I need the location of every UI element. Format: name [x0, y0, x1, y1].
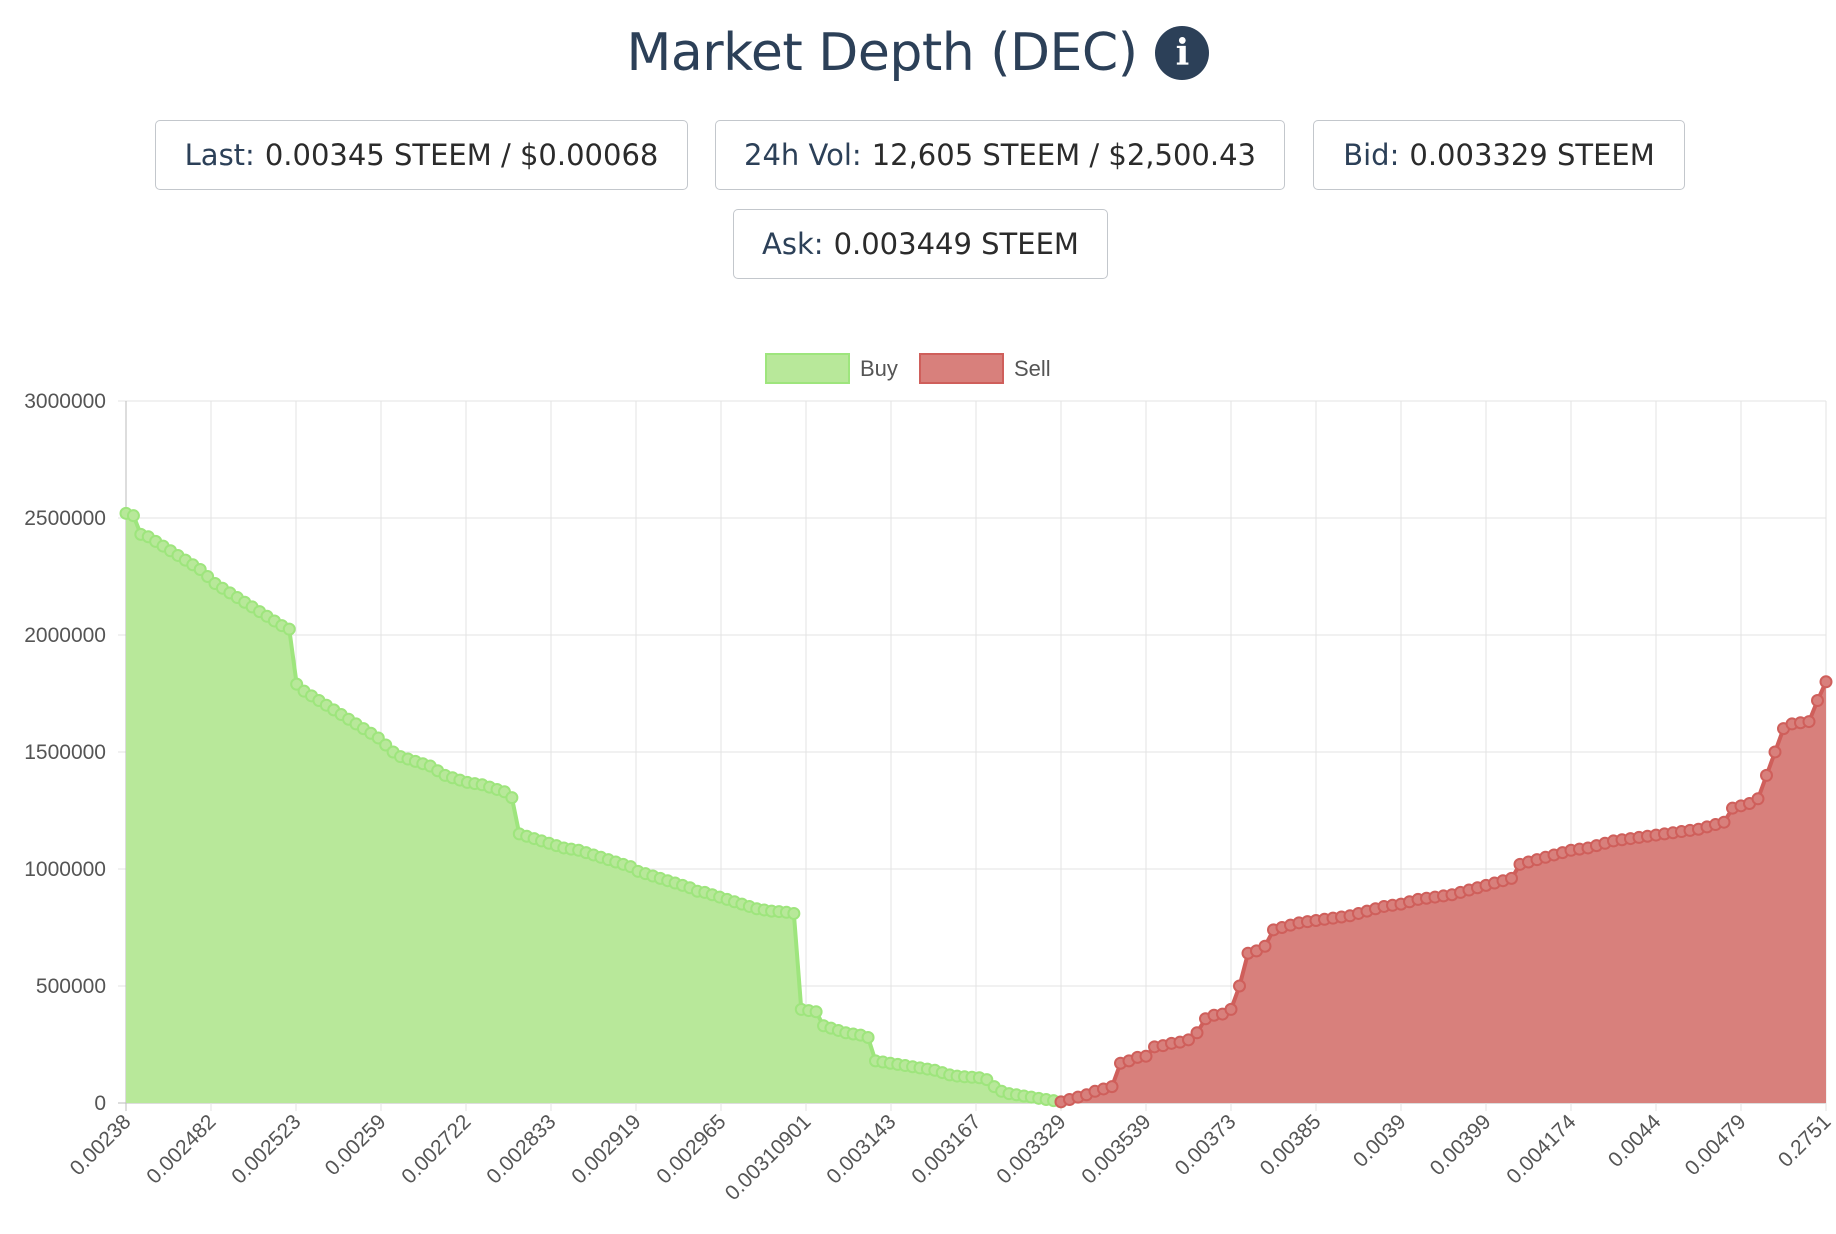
y-tick-label: 1500000 [24, 741, 106, 764]
x-tick-label: 0.002833 [482, 1110, 560, 1188]
x-tick-label: 0.003329 [992, 1110, 1070, 1188]
x-tick-label: 0.00373 [1171, 1110, 1241, 1180]
market-depth-chart: Buy Sell 0 500000 1000000 1500000 2000000 250… [24, 353, 1836, 1205]
sell-point [1224, 1002, 1238, 1016]
last-label: Last: [184, 138, 255, 172]
sell-point [1819, 675, 1833, 689]
ask-box: Ask: 0.003449 STEEM [733, 209, 1108, 279]
legend-buy-swatch[interactable] [765, 353, 850, 384]
bid-value: 0.003329 STEEM [1409, 138, 1655, 172]
sell-point [1717, 815, 1731, 829]
x-tick-label: 0.00310901 [721, 1110, 816, 1205]
buy-point [282, 622, 296, 636]
bid-label: Bid: [1343, 138, 1400, 172]
x-axis: 0.00238 0.002482 0.002523 0.00259 0.002722 0.… [66, 1110, 1836, 1205]
x-tick-label: 0.002523 [227, 1110, 305, 1188]
buy-point [861, 1030, 875, 1044]
y-tick-label: 1000000 [24, 858, 106, 881]
last-price-box: Last: 0.00345 STEEM / $0.00068 [155, 120, 688, 190]
sell-point [1811, 694, 1824, 708]
sell-point [1182, 1033, 1195, 1047]
x-tick-label: 0.00385 [1256, 1110, 1326, 1180]
ask-label: Ask: [762, 227, 824, 261]
chart-legend: Buy Sell [765, 353, 1051, 384]
sell-point [1760, 768, 1773, 782]
volume-value: 12,605 STEEM / $2,500.43 [871, 138, 1256, 172]
sell-point [1233, 979, 1246, 993]
legend-sell-swatch[interactable] [919, 353, 1004, 384]
x-tick-label: 0.0044 [1604, 1110, 1666, 1172]
sell-point [1505, 871, 1518, 885]
buy-point [126, 509, 140, 523]
x-tick-label: 0.2751 [1774, 1110, 1836, 1172]
sell-point [1258, 939, 1272, 953]
x-tick-label: 0.00479 [1681, 1110, 1751, 1180]
buy-point [505, 791, 519, 805]
y-tick-label: 0 [94, 1092, 106, 1115]
title-row: Market Depth (DEC) i [0, 8, 1836, 98]
x-tick-label: 0.002965 [652, 1110, 730, 1188]
x-tick-label: 0.002722 [397, 1110, 475, 1188]
sell-point [1139, 1049, 1153, 1063]
sell-area [1061, 681, 1826, 1103]
y-tick-label: 2500000 [24, 507, 106, 530]
ask-value: 0.003449 STEEM [833, 227, 1079, 261]
x-tick-label: 0.00399 [1426, 1110, 1496, 1180]
chart-points [119, 506, 1833, 1109]
x-tick-label: 0.002482 [142, 1110, 220, 1188]
x-tick-label: 0.003143 [822, 1110, 900, 1188]
x-tick-label: 0.0039 [1349, 1110, 1411, 1172]
y-tick-label: 2000000 [24, 624, 106, 647]
bid-box: Bid: 0.003329 STEEM [1313, 120, 1685, 190]
y-tick-label: 3000000 [24, 390, 106, 413]
sell-point [1751, 792, 1765, 806]
x-tick-label: 0.002919 [567, 1110, 645, 1188]
sell-point [1768, 745, 1782, 759]
page-title: Market Depth (DEC) [626, 23, 1138, 83]
sell-point [1190, 1026, 1204, 1040]
last-value: 0.00345 STEEM / $0.00068 [264, 138, 659, 172]
y-axis: 0 500000 1000000 1500000 2000000 2500000 30000… [24, 390, 106, 1115]
volume-box: 24h Vol: 12,605 STEEM / $2,500.43 [715, 120, 1285, 190]
buy-point [787, 906, 801, 920]
legend-sell-label[interactable]: Sell [1014, 356, 1051, 381]
volume-label: 24h Vol: [744, 138, 862, 172]
sell-point [1802, 715, 1816, 729]
x-tick-label: 0.00238 [66, 1110, 136, 1180]
legend-buy-label[interactable]: Buy [860, 356, 898, 381]
x-tick-label: 0.004174 [1502, 1110, 1580, 1188]
buy-point [809, 1005, 823, 1019]
info-icon[interactable]: i [1155, 26, 1210, 80]
x-tick-label: 0.003167 [907, 1110, 985, 1188]
y-tick-label: 500000 [36, 975, 106, 998]
x-tick-label: 0.003539 [1077, 1110, 1155, 1188]
buy-area [126, 513, 1061, 1103]
x-tick-label: 0.00259 [321, 1110, 391, 1180]
sell-point [1105, 1080, 1119, 1094]
